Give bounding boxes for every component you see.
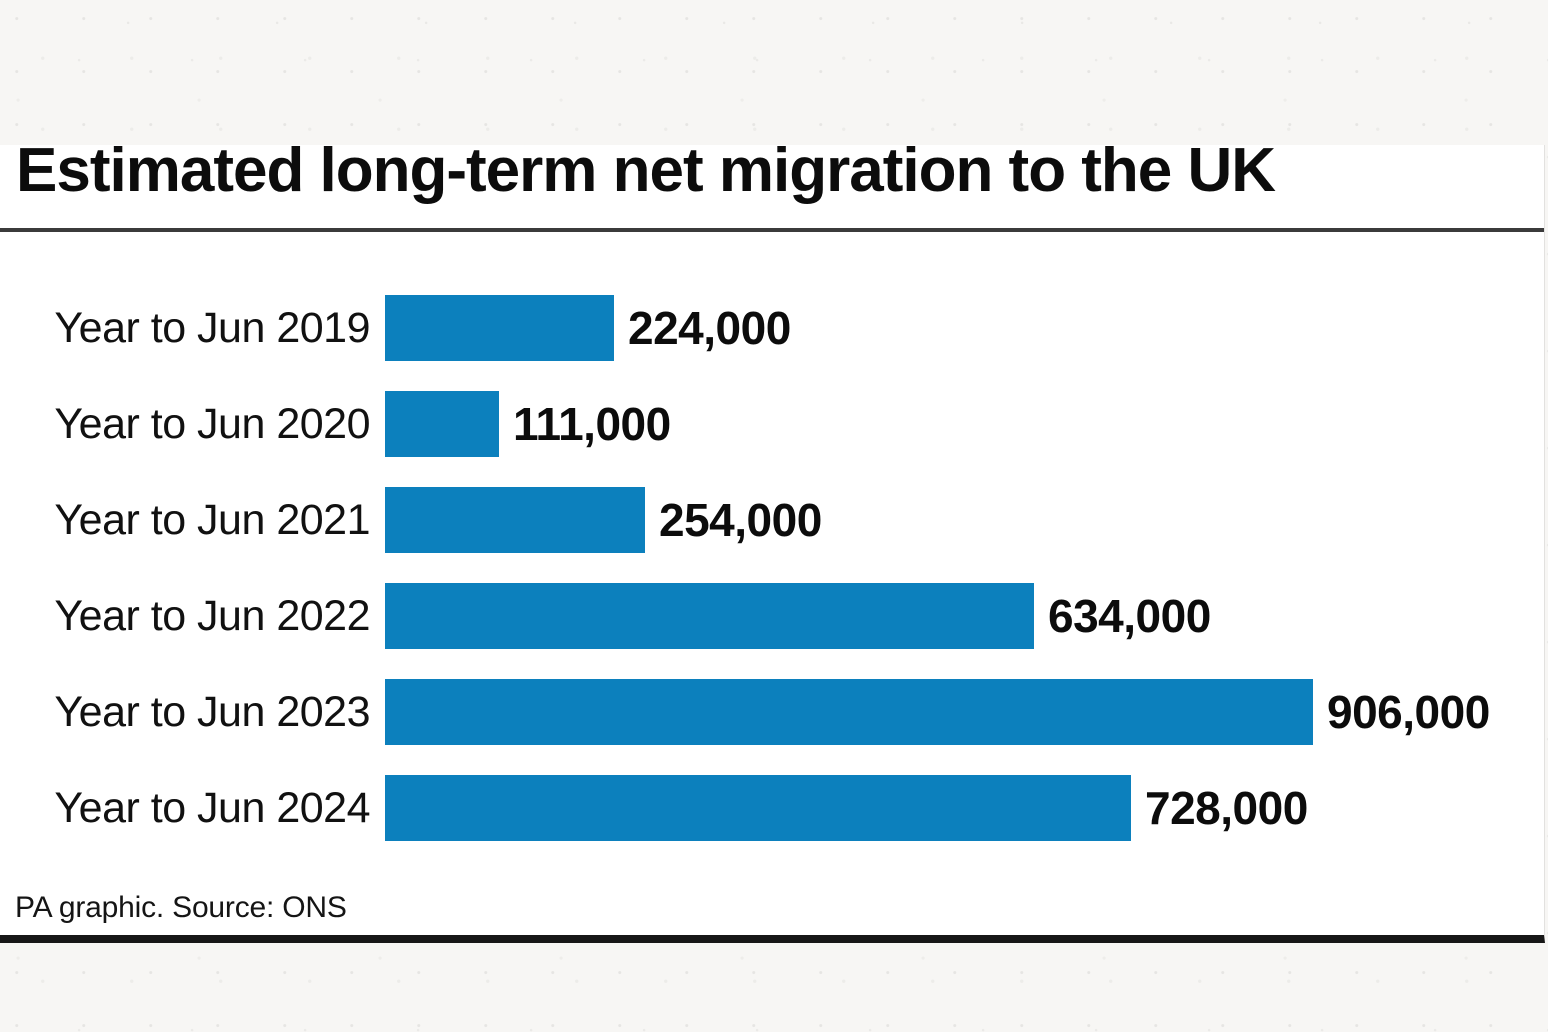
bar: [385, 775, 1131, 841]
chart-row: Year to Jun 2020 111,000: [0, 391, 1544, 457]
value-label: 224,000: [628, 302, 791, 354]
bar: [385, 487, 645, 553]
category-label: Year to Jun 2024: [54, 783, 370, 832]
category-label: Year to Jun 2019: [54, 303, 370, 352]
value-label: 906,000: [1327, 686, 1490, 738]
value-label: 634,000: [1048, 590, 1211, 642]
category-label: Year to Jun 2021: [54, 495, 370, 544]
value-label: 254,000: [659, 494, 822, 546]
title-divider: [0, 228, 1544, 232]
chart-row: Year to Jun 2019 224,000: [0, 295, 1544, 361]
category-label: Year to Jun 2020: [54, 399, 370, 448]
value-label: 728,000: [1145, 782, 1308, 834]
category-label: Year to Jun 2022: [54, 591, 370, 640]
chart-row: Year to Jun 2024 728,000: [0, 775, 1544, 841]
chart-row: Year to Jun 2023 906,000: [0, 679, 1544, 745]
value-label: 111,000: [513, 398, 671, 450]
bar: [385, 295, 614, 361]
chart-title: Estimated long-term net migration to the…: [16, 136, 1276, 205]
bar-chart: Year to Jun 2019 224,000 Year to Jun 2020 1…: [0, 295, 1544, 841]
category-label: Year to Jun 2023: [54, 687, 370, 736]
bar: [385, 391, 499, 457]
bar: [385, 583, 1034, 649]
chart-card: Estimated long-term net migration to the…: [0, 138, 1545, 943]
bar: [385, 679, 1313, 745]
chart-row: Year to Jun 2022 634,000: [0, 583, 1544, 649]
source-caption: PA graphic. Source: ONS: [15, 891, 347, 924]
chart-row: Year to Jun 2021 254,000: [0, 487, 1544, 553]
